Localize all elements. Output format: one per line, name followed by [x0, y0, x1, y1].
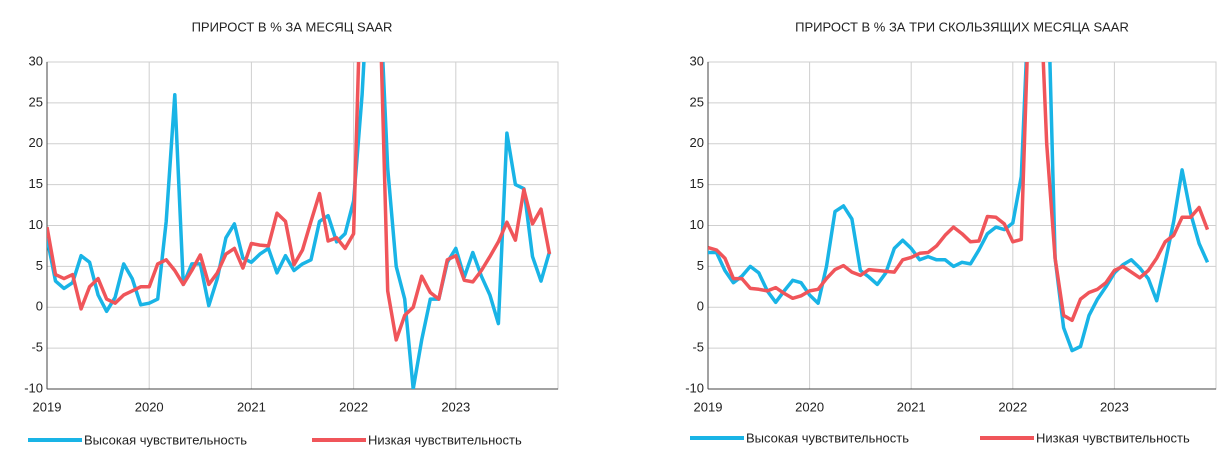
- chart-title: ПРИРОСТ В % ЗА МЕСЯЦ SAAR: [192, 19, 393, 34]
- x-tick-label: 2020: [795, 399, 824, 414]
- legend-label: Низкая чувствительность: [1036, 430, 1190, 445]
- data-line: [708, 62, 1210, 353]
- x-tick-label: 2022: [998, 399, 1027, 414]
- plot-area: [708, 62, 1210, 353]
- x-tick-label: 2023: [1100, 399, 1129, 414]
- y-tick-label: -10: [24, 380, 43, 395]
- y-tick-label: 0: [697, 299, 704, 314]
- y-tick-label: 10: [29, 217, 43, 232]
- data-line: [708, 62, 1210, 323]
- y-tick-label: 25: [690, 94, 704, 109]
- x-tick-label: 2022: [339, 399, 368, 414]
- plot-area: [47, 62, 552, 389]
- y-tick-label: 5: [697, 258, 704, 273]
- y-tick-label: 0: [36, 299, 43, 314]
- x-tick-label: 2021: [897, 399, 926, 414]
- data-line: [47, 62, 552, 389]
- legend-label: Высокая чувствительность: [84, 432, 247, 447]
- legend-label: Низкая чувствительность: [368, 432, 522, 447]
- chart-title: ПРИРОСТ В % ЗА ТРИ СКОЛЬЗЯЩИХ МЕСЯЦА SAA…: [795, 19, 1129, 34]
- x-tick-label: 2020: [135, 399, 164, 414]
- y-tick-label: 25: [29, 94, 43, 109]
- x-tick-label: 2019: [694, 399, 723, 414]
- x-tick-label: 2019: [33, 399, 62, 414]
- data-line: [47, 62, 552, 342]
- x-tick-label: 2023: [441, 399, 470, 414]
- legend-label: Высокая чувствительность: [746, 430, 909, 445]
- y-tick-label: 15: [690, 176, 704, 191]
- y-tick-label: -10: [685, 380, 704, 395]
- y-tick-label: 5: [36, 258, 43, 273]
- y-tick-label: 20: [29, 135, 43, 150]
- y-tick-label: 15: [29, 176, 43, 191]
- y-tick-label: -5: [692, 340, 704, 355]
- y-tick-label: 10: [690, 217, 704, 232]
- y-tick-label: -5: [31, 340, 43, 355]
- y-tick-label: 30: [29, 53, 43, 68]
- y-tick-label: 20: [690, 135, 704, 150]
- y-tick-label: 30: [690, 53, 704, 68]
- x-tick-label: 2021: [237, 399, 266, 414]
